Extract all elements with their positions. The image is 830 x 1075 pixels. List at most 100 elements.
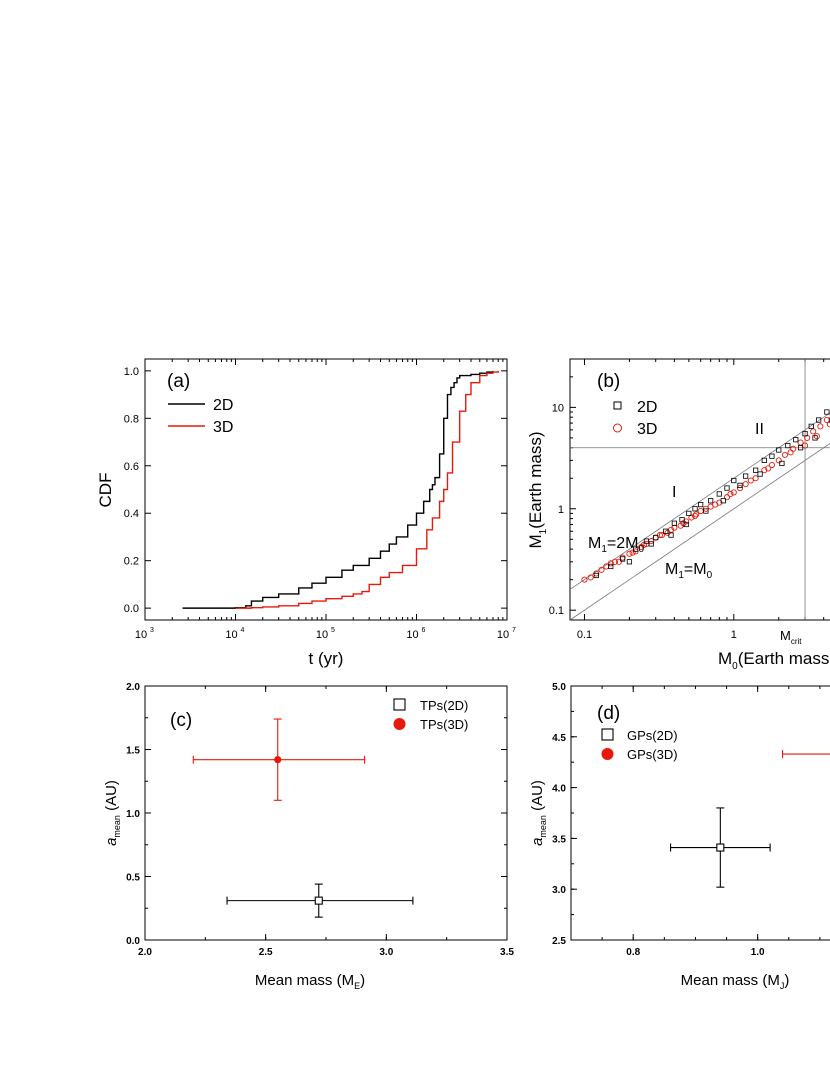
panel-c-ylabel: amean (AU) <box>103 780 122 846</box>
point-3d <box>697 507 704 515</box>
point-3d <box>765 465 772 472</box>
y-tick-label: 0.2 <box>124 556 139 568</box>
x-tick-label: 1 <box>731 629 737 641</box>
point-2d <box>619 556 626 562</box>
point-3d <box>680 520 687 527</box>
point-2d <box>828 417 830 423</box>
point-3d <box>761 467 768 474</box>
legend-3d-label: 3D <box>213 419 233 436</box>
point-2d <box>737 482 743 489</box>
point-3d <box>611 558 619 565</box>
point-3d <box>667 526 675 533</box>
x-tick-label: 10 <box>135 629 147 641</box>
cdf-line-2d <box>182 370 494 609</box>
panel-a-series <box>182 370 499 609</box>
y-tick-label: 2.5 <box>552 936 566 947</box>
point-2d <box>812 435 818 441</box>
point-2d <box>793 437 799 443</box>
legend-tps3d-marker <box>393 718 406 730</box>
point-2d <box>797 445 804 451</box>
panel-a-label: (a) <box>167 371 190 392</box>
region-label-ii: II <box>755 421 764 438</box>
point-3d <box>736 485 744 492</box>
point-2d <box>633 546 639 552</box>
x-tick-label: 10 <box>406 629 418 641</box>
point-3d <box>817 423 824 430</box>
legend-3d-label: 3D <box>637 421 657 438</box>
point-3d <box>598 566 605 573</box>
panel-b-frame <box>569 358 830 621</box>
point-2d <box>802 431 808 437</box>
panel-b-ticks: 0.1 1 0.1 1 10 <box>549 359 825 641</box>
point-2d <box>779 460 785 467</box>
panel-d-xlabel: Mean mass (MJ) <box>681 972 790 991</box>
panel-b-ylabel: M1(Earth mass) <box>526 431 549 548</box>
line-m1-equals-m0 <box>569 442 830 621</box>
panel-d-points <box>670 750 830 888</box>
panel-a: 10 3 10 4 10 5 10 6 10 70.00.20.40.60.81.0 (a) 2D… <box>96 358 516 668</box>
legend-tps3d-label: TPs(3D) <box>420 717 468 732</box>
point-2d <box>776 447 782 453</box>
panel-d-ylabel: amean (AU) <box>529 780 548 846</box>
panel-c-ticks: 2.0 2.5 3.0 3.5 0.0 0.5 1.0 1.5 2.0 <box>126 682 514 958</box>
legend-tps2d-label: TPs(2D) <box>420 698 468 713</box>
y-tick-label: 0.1 <box>549 605 564 617</box>
point-3d <box>775 457 782 464</box>
panel-c-legend: TPs(2D) TPs(3D) <box>393 698 468 732</box>
point-3d <box>615 558 622 565</box>
y-tick-label: 1.0 <box>126 809 140 820</box>
point-3d <box>727 490 734 498</box>
point-3d <box>730 489 737 496</box>
point-3d <box>712 501 719 508</box>
point-3d <box>810 428 817 435</box>
point-3d <box>587 574 594 581</box>
legend-3d-marker <box>613 423 622 433</box>
point-2d <box>708 498 714 504</box>
point-2d <box>698 501 704 508</box>
y-tick-label: 4.5 <box>552 733 566 744</box>
panel-b-xlabel: M0(Earth mass <box>718 649 829 672</box>
line-label-double: M1=2M0 <box>588 535 644 555</box>
legend-gps2d-label: GPs(2D) <box>627 728 678 743</box>
point-2d <box>692 506 698 512</box>
point-2d <box>686 510 692 517</box>
panel-a-ticks: 10 3 10 4 10 5 10 6 10 70.00.20.40.60.81.0 <box>124 359 516 641</box>
point-2d <box>648 541 654 547</box>
point-2d <box>757 471 763 477</box>
point-3d <box>787 449 794 456</box>
point-2d <box>785 442 791 449</box>
y-tick-label: 4.0 <box>552 784 566 795</box>
legend-2d-label: 2D <box>213 397 233 414</box>
panel-c-points <box>192 718 414 918</box>
point-3d <box>658 532 665 539</box>
point-2d <box>626 559 633 565</box>
y-tick-label: 0.4 <box>124 508 139 520</box>
point-3d <box>781 451 788 458</box>
point-2d <box>720 498 726 504</box>
point-3d <box>790 445 797 452</box>
point-2d <box>743 473 749 479</box>
y-tick-label: 3.5 <box>552 834 566 845</box>
panel-d-ticks: 0.8 1.0 2.5 3.0 3.5 4.0 4.5 5.0 <box>552 682 821 958</box>
point-2d <box>724 485 730 491</box>
cdf-line-3d <box>235 370 499 609</box>
panel-b-points <box>581 409 830 583</box>
point-2d <box>668 532 674 538</box>
x-tick-label: 1.0 <box>751 947 765 958</box>
point-3d <box>626 550 633 557</box>
y-tick-label: 1 <box>558 504 564 516</box>
point-2d <box>808 423 814 429</box>
point-3d <box>723 494 731 501</box>
y-tick-label: 0.5 <box>126 873 140 884</box>
panel-b-label: (b) <box>597 371 620 392</box>
x-tick-label: 10 <box>316 629 328 641</box>
point-3d <box>607 560 614 567</box>
y-tick-label: 1.5 <box>126 746 140 757</box>
series-3d-marker <box>274 756 282 764</box>
x-tick-exponent: 3 <box>150 627 154 634</box>
legend-2d-marker <box>613 401 622 410</box>
point-2d <box>679 517 685 523</box>
legend-gps3d-label: GPs(3D) <box>627 747 678 762</box>
y-tick-label: 2.0 <box>126 682 140 693</box>
